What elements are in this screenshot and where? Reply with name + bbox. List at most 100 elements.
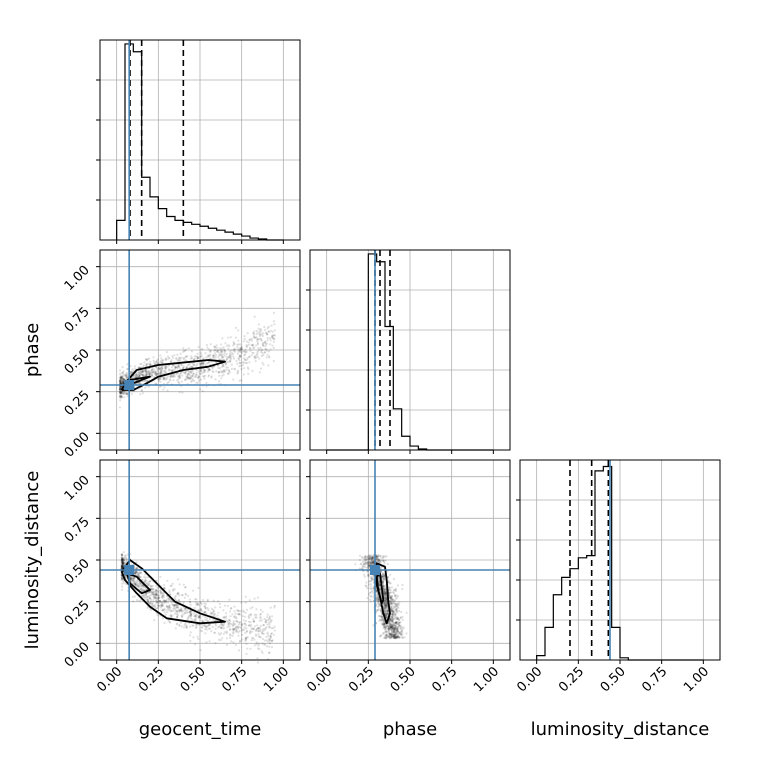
scatter-point [394,636,397,639]
scatter-point [180,593,184,597]
scatter-point [199,388,202,391]
scatter-point [118,378,122,381]
scatter-point [186,355,189,358]
scatter-point [122,561,125,564]
scatter-point [184,608,187,611]
scatter-point [135,571,139,574]
scatter-point [159,591,162,594]
scatter-point [393,634,396,637]
scatter-point [184,607,187,610]
scatter-point [395,610,398,613]
scatter-point [253,620,256,623]
scatter-point [157,590,160,593]
scatter-point [143,580,146,583]
scatter-point [174,366,177,369]
scatter-point [389,633,393,636]
scatter-point [143,373,146,376]
scatter-point [266,631,269,634]
scatter-point [383,622,386,625]
scatter-point [182,365,185,368]
scatter-point [230,351,233,354]
scatter-point [385,595,388,598]
scatter-point [197,375,200,378]
scatter-point [233,605,236,608]
scatter-point [238,349,241,352]
scatter-point [200,362,203,365]
scatter-point [176,353,179,356]
scatter-point [141,365,144,368]
scatter-point [118,388,122,391]
scatter-point [232,620,235,623]
scatter-point [392,615,395,619]
scatter-point [394,608,398,611]
scatter-point [267,355,271,358]
scatter-point [245,340,248,343]
scatter-point [169,368,172,372]
scatter-point [387,634,390,637]
scatter-point [255,344,258,347]
scatter-point [401,587,404,591]
scatter-point [123,562,126,566]
scatter-point [238,613,241,616]
scatter-point [387,625,390,628]
scatter-point [272,346,275,350]
scatter-point [202,624,205,627]
scatter-point [119,391,122,394]
scatter-point [130,580,133,583]
scatter-point [233,342,236,345]
scatter-point [223,616,226,619]
scatter-point [390,609,394,613]
scatter-point [172,375,175,378]
scatter-point [131,595,135,599]
scatter-point [146,576,150,579]
scatter-point [238,349,242,352]
panel-phase-phase [306,249,511,454]
scatter-point [120,559,123,562]
scatter-point [175,623,179,626]
scatter-point [198,370,201,373]
scatter-point [170,359,173,362]
scatter-point [206,607,209,610]
scatter-point [169,360,172,363]
scatter-point [386,613,389,616]
scatter-point [390,616,393,619]
scatter-point [148,591,151,594]
scatter-point [144,596,147,599]
scatter-point [149,363,152,366]
scatter-point [120,557,124,560]
scatter-point [271,639,274,642]
scatter-point [237,350,240,353]
scatter-point [228,355,231,358]
scatter-point [382,632,385,635]
scatter-point [209,343,212,346]
scatter-point [225,630,229,633]
scatter-point [402,626,405,629]
scatter-point [122,392,125,395]
scatter-point [388,587,391,590]
scatter-point [135,373,138,376]
scatter-point [396,634,399,637]
scatter-point [210,612,213,615]
scatter-point [262,363,265,366]
scatter-point [198,615,201,618]
scatter-point [390,620,393,623]
scatter-point [255,634,258,638]
scatter-point [135,376,138,379]
scatter-point [227,343,230,346]
scatter-point [382,622,386,625]
scatter-point [150,371,153,374]
scatter-point [154,599,157,602]
scatter-point [394,630,398,634]
scatter-point [259,624,262,627]
scatter-point [121,377,124,380]
scatter-point [191,378,195,381]
scatter-point [367,561,370,564]
scatter-point [118,386,122,390]
scatter-point [396,628,399,631]
scatter-point [239,355,242,358]
scatter-point [224,363,227,366]
scatter-point [132,577,135,580]
scatter-point [223,349,226,352]
scatter-point [387,621,390,625]
